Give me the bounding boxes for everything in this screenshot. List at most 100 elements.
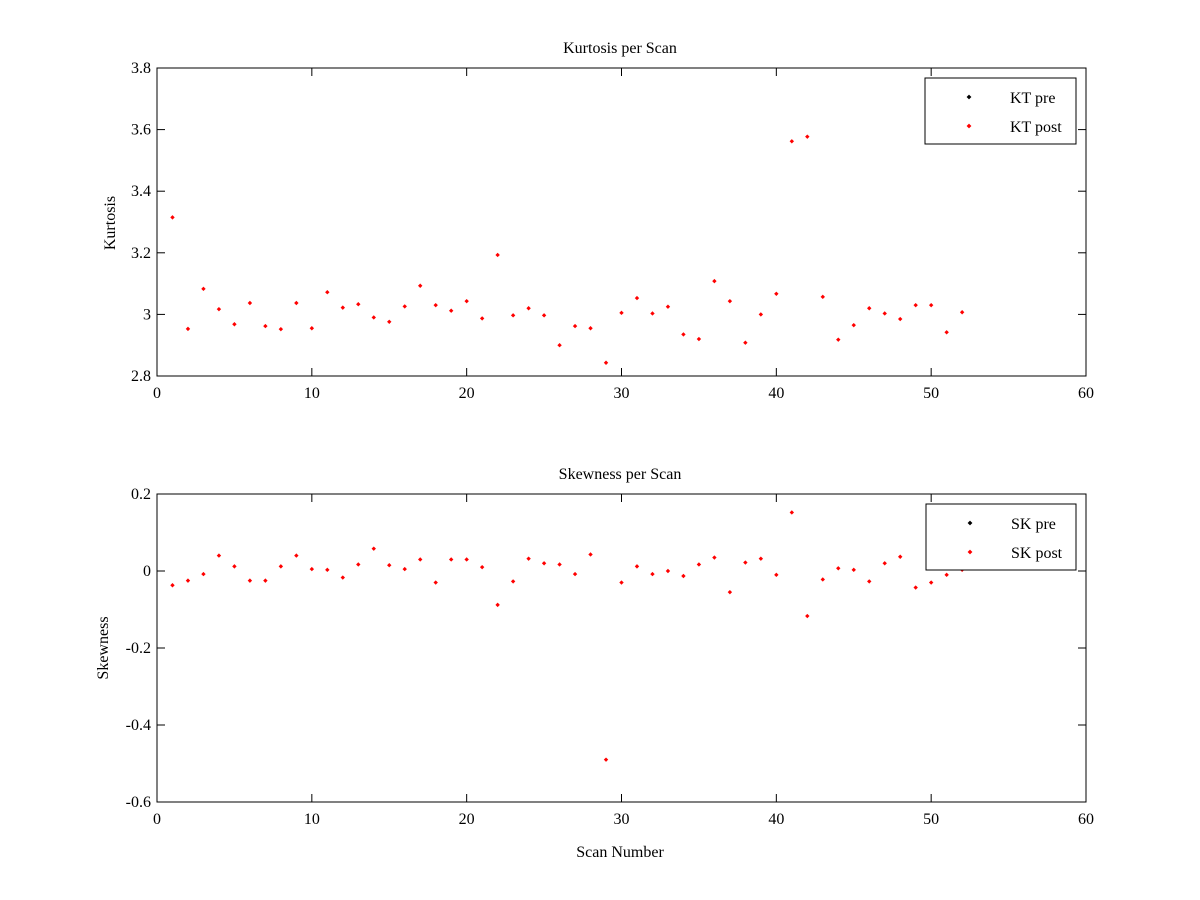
kurtosis-series-1-point — [928, 302, 934, 308]
kurtosis-series-1-point — [464, 298, 469, 304]
kurtosis-series-1-point — [836, 337, 841, 342]
skewness-series-1-point — [479, 564, 485, 570]
skewness-series-1-point — [928, 580, 934, 585]
kurtosis-series-1-point — [495, 252, 500, 258]
kurtosis-series-1-point — [340, 305, 345, 310]
kurtosis-series-1-point — [247, 300, 253, 306]
skewness-series-1-point — [851, 567, 856, 573]
kurtosis-x-tick-label: 60 — [1078, 385, 1094, 402]
skewness-series-1-point — [433, 580, 438, 585]
kurtosis-x-tick-label: 50 — [923, 385, 939, 402]
kurtosis-series-1-point — [727, 298, 733, 304]
kurtosis-series-1-point — [619, 310, 624, 316]
skewness-legend-label: SK pre — [1011, 516, 1056, 533]
kurtosis-series-1-point — [557, 343, 562, 348]
skewness-series-1-point — [402, 566, 407, 572]
kurtosis-x-tick-label: 20 — [459, 385, 475, 402]
skewness-series-1-point — [247, 578, 253, 583]
skewness-y-tick-label: -0.2 — [126, 640, 151, 657]
skewness-series-1-point — [634, 564, 640, 569]
skewness-series-1-point — [294, 553, 299, 558]
kurtosis-series-1-point — [263, 323, 268, 329]
kurtosis-series-1-point — [758, 312, 764, 317]
skewness-series-1-point — [619, 580, 624, 585]
kurtosis-series-1-point — [665, 304, 671, 309]
skewness-series-1-point — [340, 575, 345, 580]
skewness-series-1-point — [913, 585, 918, 590]
skewness-series-1-point — [448, 557, 454, 562]
kurtosis-x-tick-label: 0 — [153, 385, 161, 402]
kurtosis-x-tick-label: 10 — [304, 385, 320, 402]
kurtosis-series-1-point — [216, 306, 222, 312]
skewness-y-tick-label: -0.4 — [126, 717, 151, 734]
skewness-y-tick-label: 0 — [143, 563, 151, 580]
skewness-series-1-point — [263, 578, 268, 583]
skewness-series-1-point — [805, 613, 810, 619]
kurtosis-y-tick-label: 3.6 — [131, 122, 151, 139]
kurtosis-series-1-point — [510, 313, 516, 318]
skewness-legend-marker — [967, 520, 973, 526]
skewness-series-1-point — [681, 573, 686, 579]
skewness-ticks: 0 10 20 30 40 50 60 -0.6 -0.4 -0.2 0 0.2 — [126, 486, 1094, 828]
kurtosis-series-1-point — [805, 134, 810, 139]
skewness-x-tick-label: 10 — [304, 811, 320, 828]
kurtosis-series-1-point — [603, 360, 609, 365]
skewness-series-1-point — [185, 578, 191, 583]
skewness-points — [170, 510, 965, 762]
kurtosis-series-1-point — [820, 294, 825, 300]
skewness-x-axis-label: Scan Number — [576, 844, 664, 861]
skewness-series-1-point — [371, 546, 376, 551]
kurtosis-series-1-point — [541, 313, 547, 318]
kurtosis-series-1-point — [634, 295, 640, 301]
kurtosis-series-1-point — [913, 302, 918, 308]
skewness-series-1-point — [712, 555, 717, 560]
kurtosis-legend-marker — [966, 94, 972, 100]
kurtosis-series-1-point — [387, 319, 392, 324]
skewness-series-1-point — [526, 556, 531, 561]
skewness-series-1-point — [789, 510, 795, 515]
skewness-series-1-point — [557, 562, 562, 567]
skewness-series-1-point — [820, 577, 825, 582]
kurtosis-series-1-point — [959, 310, 965, 315]
skewness-y-axis-label: Skewness — [95, 616, 112, 679]
skewness-series-1-point — [743, 560, 748, 565]
skewness-series-1-point — [603, 757, 609, 762]
kurtosis-y-tick-label: 3.4 — [131, 183, 151, 200]
kurtosis-series-1-point — [185, 326, 191, 332]
kurtosis-y-tick-label: 3 — [143, 306, 151, 323]
kurtosis-series-1-point — [201, 286, 206, 292]
skewness-legend-box — [925, 503, 1077, 571]
kurtosis-series-1-point — [371, 315, 376, 320]
skewness-y-tick-label: -0.6 — [126, 794, 151, 811]
kurtosis-series-1-point — [588, 326, 593, 331]
skewness-axes: Skewness per Scan Skewness Scan Number 0… — [95, 466, 1094, 861]
kurtosis-points — [170, 134, 965, 365]
skewness-title: Skewness per Scan — [559, 466, 682, 483]
kurtosis-legend-marker — [966, 123, 972, 129]
skewness-series-1-point — [541, 561, 547, 566]
skewness-series-1-point — [201, 571, 206, 577]
kurtosis-series-1-point — [325, 290, 330, 295]
skewness-series-1-point — [665, 568, 671, 574]
kurtosis-series-1-point — [882, 311, 887, 316]
kurtosis-series-1-point — [944, 330, 949, 335]
kurtosis-series-1-point — [696, 336, 702, 342]
skewness-series-1-point — [588, 552, 593, 557]
kurtosis-series-1-point — [448, 308, 454, 313]
skewness-x-tick-label: 60 — [1078, 811, 1094, 828]
kurtosis-legend-label: KT post — [1010, 119, 1062, 136]
kurtosis-y-tick-label: 3.8 — [131, 60, 151, 77]
skewness-series-1-point — [216, 553, 222, 558]
kurtosis-series-1-point — [433, 302, 438, 308]
kurtosis-series-1-point — [774, 291, 779, 296]
kurtosis-series-1-point — [309, 326, 315, 331]
kurtosis-series-1-point — [170, 215, 175, 220]
skewness-series-1-point — [650, 571, 655, 577]
kurtosis-y-tick-label: 2.8 — [131, 368, 151, 385]
kurtosis-title: Kurtosis per Scan — [563, 40, 677, 57]
skewness-legend: SK pre SK post — [925, 503, 1077, 571]
kurtosis-series-1-point — [712, 278, 717, 284]
kurtosis-y-tick-label: 3.2 — [131, 245, 151, 262]
kurtosis-series-1-point — [572, 323, 578, 329]
kurtosis-series-1-point — [867, 306, 872, 311]
